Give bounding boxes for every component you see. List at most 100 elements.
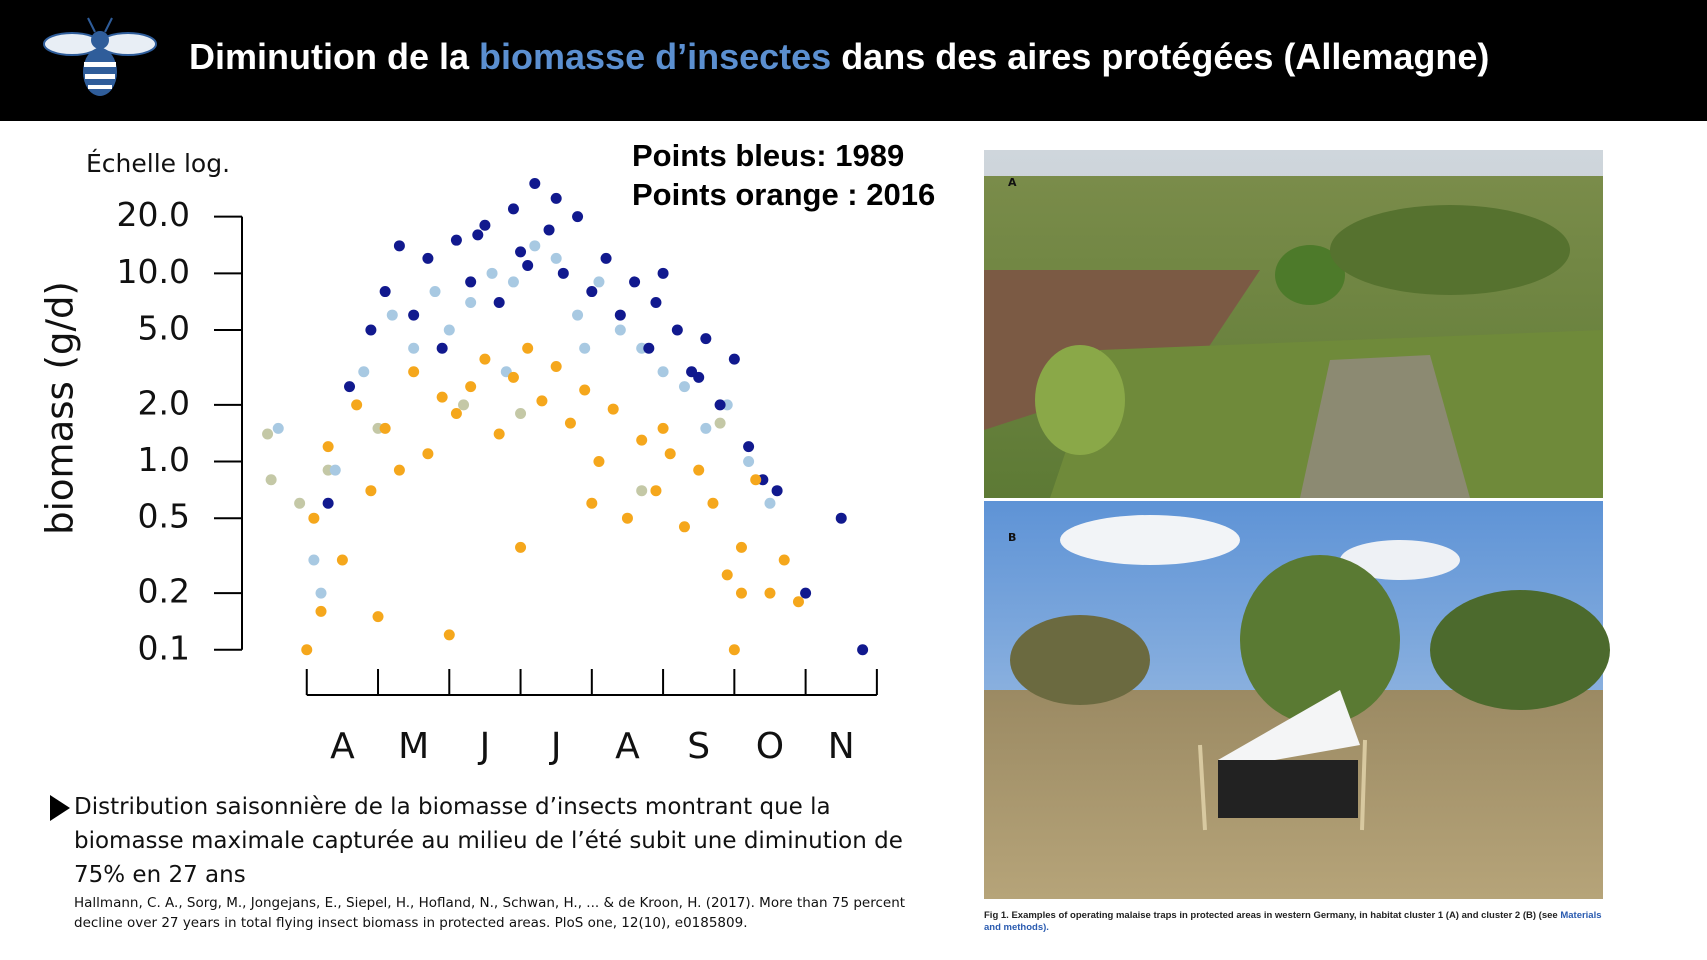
point (643, 342, 655, 354)
point (493, 296, 505, 308)
point (536, 395, 548, 407)
point (386, 309, 398, 321)
point (636, 485, 648, 497)
figure-caption: Fig 1. Examples of operating malaise tra… (984, 910, 1604, 934)
point (308, 554, 320, 566)
point (800, 587, 812, 599)
point (465, 296, 477, 308)
x-tick-label: O (756, 726, 784, 767)
x-tick-label: J (478, 726, 491, 767)
y-tick-label: 0.2 (138, 572, 190, 611)
point (650, 296, 662, 308)
point (522, 342, 534, 354)
point (329, 464, 341, 476)
point (586, 286, 598, 298)
point (771, 485, 783, 497)
y-tick-label: 10.0 (117, 252, 190, 291)
point (543, 224, 555, 236)
point (515, 407, 527, 419)
point (557, 267, 569, 279)
point (743, 456, 755, 468)
point (735, 587, 747, 599)
x-tick-label: A (615, 726, 640, 767)
point (408, 342, 420, 354)
photo-a (984, 150, 1603, 498)
point (393, 464, 405, 476)
point (351, 399, 363, 411)
point (365, 324, 377, 336)
y-tick-label: 2.0 (138, 383, 190, 422)
point (572, 211, 584, 223)
x-tick-label: N (828, 726, 855, 767)
point (408, 366, 420, 378)
point (322, 497, 334, 509)
point (393, 240, 405, 252)
x-tick-label: M (398, 726, 429, 767)
point (465, 276, 477, 288)
y-tick-label: 20.0 (117, 195, 190, 234)
title-highlight: biomasse d’insectes (479, 36, 832, 77)
point (621, 512, 633, 524)
point (564, 417, 576, 429)
point (636, 434, 648, 446)
point (657, 422, 669, 434)
y-tick-label: 5.0 (138, 308, 190, 347)
y-tick-label: 0.5 (138, 497, 190, 536)
caption-text: Fig 1. Examples of operating malaise tra… (984, 910, 1561, 921)
point (301, 644, 313, 656)
point (315, 587, 327, 599)
y-tick-label: 0.1 (138, 628, 190, 667)
point (835, 512, 847, 524)
point (365, 485, 377, 497)
point (472, 229, 484, 241)
point (429, 286, 441, 298)
point (379, 286, 391, 298)
point (529, 240, 541, 252)
point (792, 596, 804, 608)
panel-label: A (1008, 176, 1017, 189)
caption-link: Materials and methods). (984, 910, 1602, 933)
point (857, 644, 869, 656)
point (614, 309, 626, 321)
point (322, 441, 334, 453)
x-tick-label: S (687, 726, 710, 767)
point (743, 441, 755, 453)
point (764, 587, 776, 599)
point (479, 353, 491, 365)
point (657, 366, 669, 378)
point (443, 324, 455, 336)
point (436, 342, 448, 354)
point (671, 324, 683, 336)
annotation: Points orange : 2016 (632, 177, 935, 212)
point (700, 422, 712, 434)
point (265, 474, 277, 486)
point (721, 569, 733, 581)
point (700, 333, 712, 345)
x-tick-label: A (330, 726, 355, 767)
point (664, 448, 676, 460)
title-part: Diminution de la (189, 36, 480, 77)
point (507, 371, 519, 383)
point (728, 353, 740, 365)
point (657, 267, 669, 279)
point (408, 309, 420, 321)
point (586, 497, 598, 509)
point (315, 605, 327, 617)
citation: Hallmann, C. A., Sorg, M., Jongejans, E.… (74, 895, 906, 931)
point (479, 219, 491, 231)
point (579, 384, 591, 396)
point (450, 407, 462, 419)
point (550, 192, 562, 204)
point (422, 448, 434, 460)
point (693, 371, 705, 383)
title: Diminution de la biomasse d’insectes dan… (189, 36, 1489, 78)
point (522, 260, 534, 272)
point (272, 422, 284, 434)
point (344, 381, 356, 393)
point (529, 178, 541, 190)
point (707, 497, 719, 509)
point (629, 276, 641, 288)
point (750, 474, 762, 486)
point (572, 309, 584, 321)
y-axis-label: biomass (g/d) (39, 281, 82, 535)
